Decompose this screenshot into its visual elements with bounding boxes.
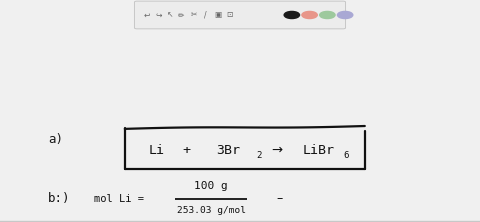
Text: →: →	[271, 144, 282, 157]
Text: +: +	[182, 144, 191, 157]
Text: 100 g: 100 g	[194, 181, 228, 192]
Circle shape	[284, 12, 300, 19]
Text: mol Li =: mol Li =	[94, 194, 144, 204]
Text: Li: Li	[149, 144, 165, 157]
Text: ↩: ↩	[143, 10, 150, 20]
Text: ↪: ↪	[155, 10, 162, 20]
Text: 6: 6	[343, 151, 348, 160]
Text: 2: 2	[257, 151, 262, 160]
Text: 3Br: 3Br	[216, 144, 240, 157]
Text: ▣: ▣	[214, 10, 221, 20]
FancyBboxPatch shape	[134, 1, 346, 29]
Text: LiBr: LiBr	[302, 144, 335, 157]
Circle shape	[320, 12, 335, 19]
Text: ✏: ✏	[178, 10, 185, 20]
Circle shape	[302, 12, 317, 19]
Text: ✂: ✂	[190, 10, 197, 20]
Text: b:): b:)	[48, 192, 71, 205]
Circle shape	[337, 12, 353, 19]
Text: a): a)	[48, 133, 63, 146]
Text: 253.03 g/mol: 253.03 g/mol	[177, 206, 246, 215]
Text: ↖: ↖	[167, 10, 174, 20]
Text: –: –	[276, 192, 282, 205]
Text: ⊡: ⊡	[226, 10, 233, 20]
Text: /: /	[204, 10, 207, 20]
